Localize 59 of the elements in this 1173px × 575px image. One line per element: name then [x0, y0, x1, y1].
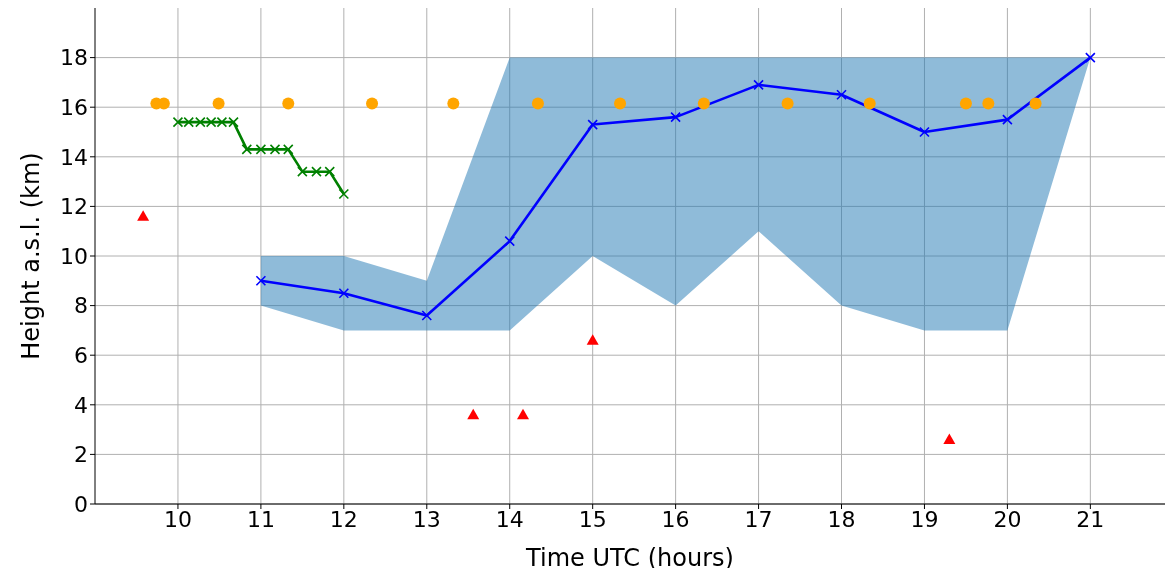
- point: [587, 119, 598, 130]
- point: [697, 97, 710, 110]
- x-tick-label: 19: [910, 506, 939, 532]
- y-axis-title: Height a.s.l. (km): [16, 152, 45, 360]
- y-tick-label: 4: [74, 392, 88, 418]
- x-tick-label: 11: [246, 506, 275, 532]
- point: [1002, 114, 1013, 125]
- x-tick-label: 14: [495, 506, 524, 532]
- point: [297, 166, 308, 177]
- point: [982, 97, 995, 110]
- point: [212, 97, 225, 110]
- x-tick-label: 10: [163, 506, 192, 532]
- point: [753, 79, 764, 91]
- point: [504, 235, 516, 247]
- y-tick-label: 10: [60, 243, 88, 269]
- x-tick-label: 12: [329, 506, 358, 532]
- point: [586, 334, 599, 345]
- y-tick-label: 18: [60, 45, 88, 71]
- point: [1085, 52, 1096, 63]
- point: [311, 166, 322, 177]
- x-tick-label: 18: [827, 506, 856, 532]
- point: [269, 144, 281, 155]
- point: [421, 310, 433, 321]
- y-tick-label: 2: [74, 442, 88, 468]
- point: [959, 97, 972, 110]
- x-tick-label: 15: [578, 506, 607, 532]
- y-tick-label: 8: [74, 293, 88, 319]
- point: [255, 144, 267, 155]
- x-tick-label: 17: [744, 506, 773, 532]
- point: [1029, 97, 1042, 110]
- x-tick-label: 13: [412, 506, 441, 532]
- point: [241, 144, 253, 155]
- point: [531, 97, 544, 110]
- point: [467, 408, 480, 420]
- point: [836, 89, 847, 101]
- y-tick-label: 0: [74, 491, 88, 517]
- point: [919, 126, 930, 138]
- point: [517, 408, 529, 420]
- x-tick-label: 21: [1076, 506, 1105, 532]
- x-tick-label: 20: [993, 506, 1022, 532]
- point: [255, 275, 267, 287]
- y-tick-label: 12: [60, 194, 88, 220]
- y-tick-label: 6: [74, 343, 88, 369]
- point: [282, 97, 295, 110]
- point: [863, 97, 876, 110]
- y-tick-label: 16: [60, 95, 88, 121]
- point: [670, 111, 681, 123]
- x-tick-label: 16: [661, 506, 690, 532]
- point: [943, 433, 956, 445]
- point: [338, 287, 350, 299]
- y-tick-label: 14: [60, 144, 88, 170]
- point: [781, 97, 794, 110]
- point: [614, 97, 627, 110]
- point: [137, 210, 150, 221]
- point: [366, 97, 379, 110]
- point: [282, 144, 294, 155]
- point: [447, 97, 460, 110]
- point: [338, 188, 350, 200]
- point: [324, 166, 336, 177]
